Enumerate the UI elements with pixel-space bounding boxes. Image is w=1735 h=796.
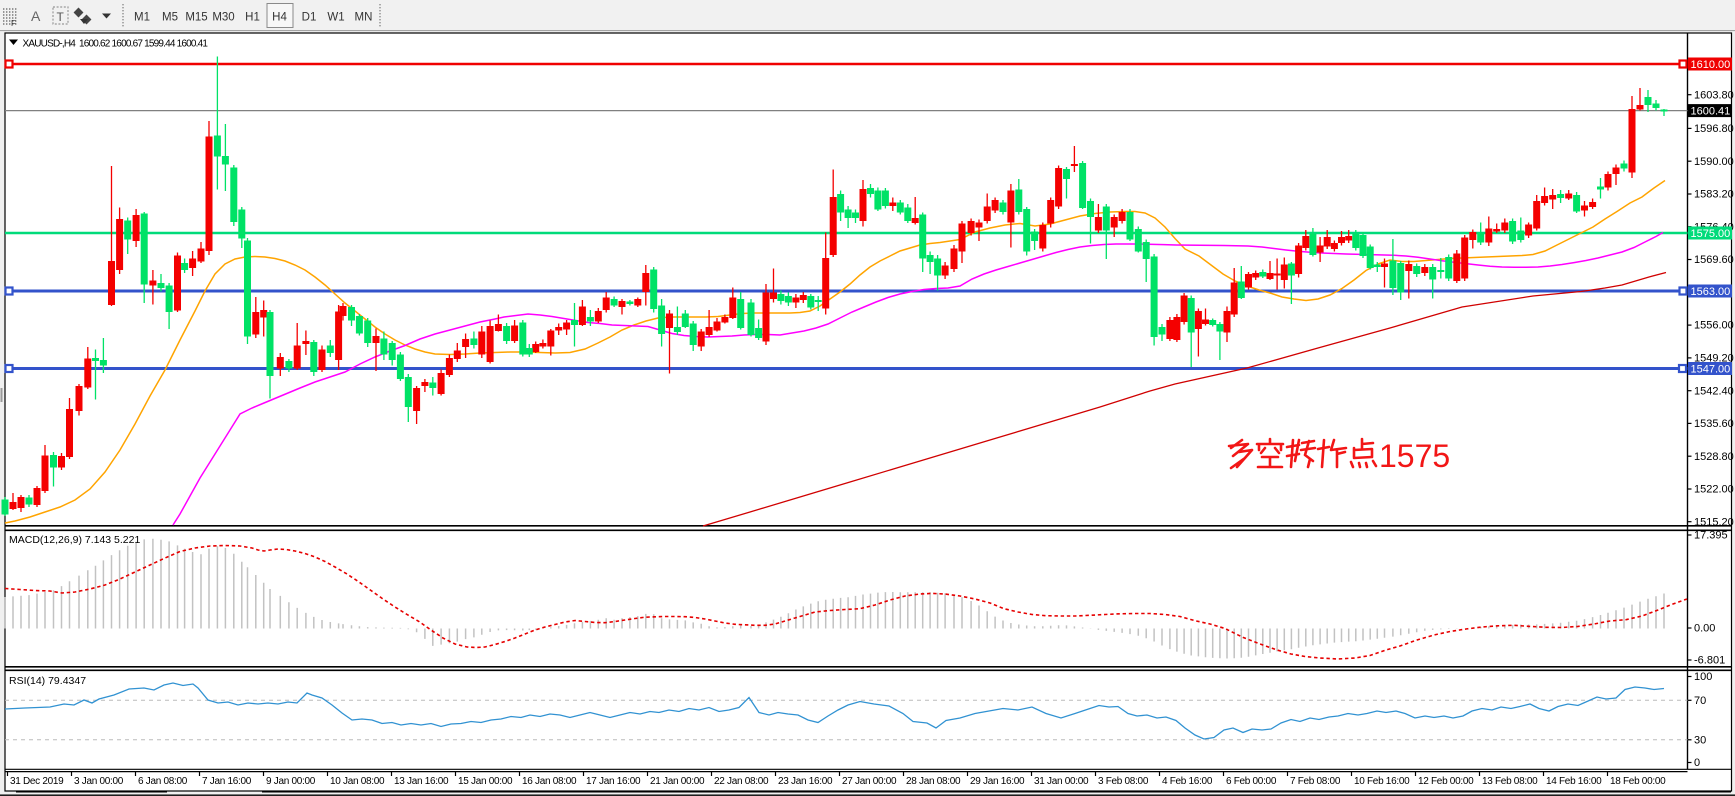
svg-text:12 Feb 00:00: 12 Feb 00:00 [1418, 776, 1474, 787]
svg-text:23 Jan 16:00: 23 Jan 16:00 [778, 776, 833, 787]
svg-text:1556.00: 1556.00 [1694, 320, 1734, 332]
svg-text:15 Jan 00:00: 15 Jan 00:00 [458, 776, 513, 787]
svg-text:1590.00: 1590.00 [1694, 156, 1734, 168]
svg-text:-6.801: -6.801 [1694, 655, 1725, 667]
svg-text:21 Jan 00:00: 21 Jan 00:00 [650, 776, 705, 787]
svg-text:7 Jan 16:00: 7 Jan 16:00 [202, 776, 252, 787]
svg-text:0: 0 [1694, 757, 1700, 769]
svg-text:D1: D1 [302, 12, 317, 24]
svg-text:H4: H4 [272, 12, 287, 24]
svg-text:14 Feb 16:00: 14 Feb 16:00 [1546, 776, 1602, 787]
svg-text:H1: H1 [245, 12, 260, 24]
svg-text:27 Jan 00:00: 27 Jan 00:00 [842, 776, 897, 787]
svg-text:1610.00: 1610.00 [1691, 59, 1731, 71]
svg-text:16 Jan 08:00: 16 Jan 08:00 [522, 776, 577, 787]
svg-text:1596.80: 1596.80 [1694, 123, 1734, 135]
svg-text:1528.80: 1528.80 [1694, 451, 1734, 463]
svg-text:3 Jan 00:00: 3 Jan 00:00 [74, 776, 124, 787]
svg-text:18 Feb 00:00: 18 Feb 00:00 [1610, 776, 1666, 787]
svg-text:7 Feb 08:00: 7 Feb 08:00 [1290, 776, 1341, 787]
svg-text:1569.60: 1569.60 [1694, 254, 1734, 266]
svg-text:31 Jan 00:00: 31 Jan 00:00 [1034, 776, 1089, 787]
svg-text:10 Feb 16:00: 10 Feb 16:00 [1354, 776, 1410, 787]
svg-text:1535.60: 1535.60 [1694, 418, 1734, 430]
svg-text:A: A [31, 8, 41, 24]
svg-text:6 Feb 00:00: 6 Feb 00:00 [1226, 776, 1277, 787]
svg-text:31 Dec 2019: 31 Dec 2019 [10, 776, 64, 787]
svg-text:T: T [57, 10, 65, 24]
svg-text:29 Jan 16:00: 29 Jan 16:00 [970, 776, 1025, 787]
svg-text:M5: M5 [162, 12, 178, 24]
svg-text:MACD(12,26,9) 7.143 5.221: MACD(12,26,9) 7.143 5.221 [9, 534, 140, 546]
svg-text:M15: M15 [185, 12, 207, 24]
svg-text:1575: 1575 [1379, 438, 1450, 474]
svg-text:17.395: 17.395 [1694, 530, 1728, 542]
svg-text:1575.00: 1575.00 [1691, 228, 1731, 240]
svg-text:1549.20: 1549.20 [1694, 353, 1734, 365]
svg-text:1583.20: 1583.20 [1694, 189, 1734, 201]
svg-text:13 Jan 16:00: 13 Jan 16:00 [394, 776, 449, 787]
svg-text:3 Feb 08:00: 3 Feb 08:00 [1098, 776, 1149, 787]
svg-text:F: F [11, 19, 16, 28]
svg-text:6 Jan 08:00: 6 Jan 08:00 [138, 776, 188, 787]
svg-text:W1: W1 [327, 12, 344, 24]
svg-text:1547.00: 1547.00 [1691, 364, 1731, 376]
svg-text:XAUUSD-,H4 1600.62 1600.67 15: XAUUSD-,H4 1600.62 1600.67 1599.44 1600.… [23, 39, 209, 50]
svg-text:1603.80: 1603.80 [1694, 89, 1734, 101]
svg-text:1522.00: 1522.00 [1694, 484, 1734, 496]
svg-text:1542.40: 1542.40 [1694, 385, 1734, 397]
svg-text:13 Feb 08:00: 13 Feb 08:00 [1482, 776, 1538, 787]
svg-text:9 Jan 00:00: 9 Jan 00:00 [266, 776, 316, 787]
svg-text:RSI(14) 79.4347: RSI(14) 79.4347 [9, 675, 86, 687]
svg-text:28 Jan 08:00: 28 Jan 08:00 [906, 776, 961, 787]
svg-text:17 Jan 16:00: 17 Jan 16:00 [586, 776, 641, 787]
svg-text:30: 30 [1694, 734, 1706, 746]
svg-text:1600.41: 1600.41 [1691, 106, 1731, 118]
svg-text:M1: M1 [134, 12, 150, 24]
svg-text:1563.00: 1563.00 [1691, 286, 1731, 298]
svg-text:22 Jan 08:00: 22 Jan 08:00 [714, 776, 769, 787]
svg-text:10 Jan 08:00: 10 Jan 08:00 [330, 776, 385, 787]
svg-text:MN: MN [355, 12, 373, 24]
svg-text:4 Feb 16:00: 4 Feb 16:00 [1162, 776, 1213, 787]
svg-text:M30: M30 [212, 12, 234, 24]
svg-text:100: 100 [1694, 671, 1712, 683]
svg-text:0.00: 0.00 [1694, 623, 1715, 635]
svg-text:1515.20: 1515.20 [1694, 516, 1734, 528]
svg-text:70: 70 [1694, 695, 1706, 707]
